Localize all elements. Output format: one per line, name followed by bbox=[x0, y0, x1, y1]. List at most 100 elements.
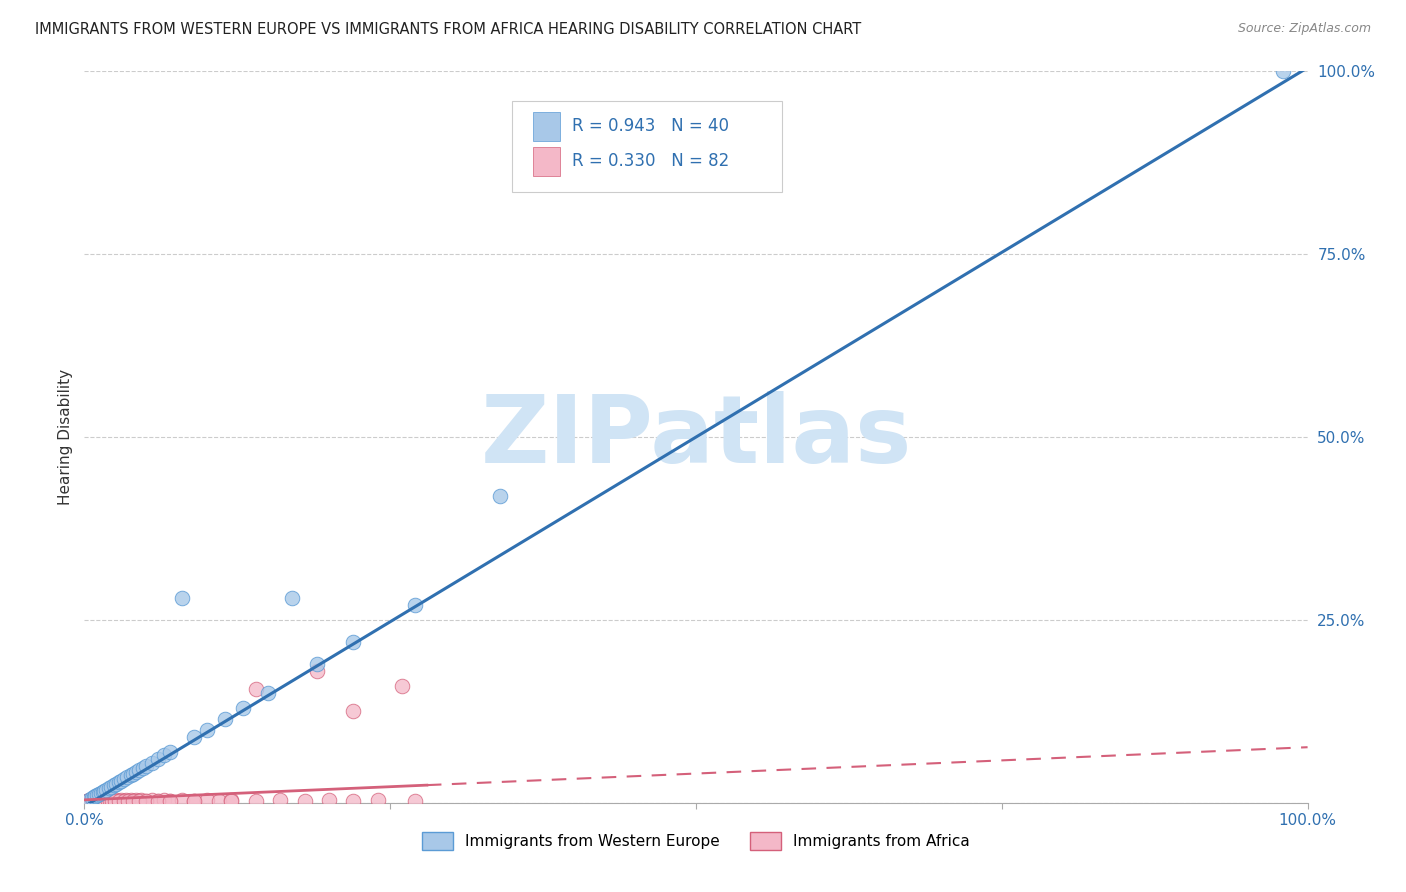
Point bbox=[89, 794, 111, 808]
Point bbox=[86, 794, 108, 808]
FancyBboxPatch shape bbox=[533, 146, 560, 176]
Point bbox=[159, 794, 181, 808]
Point bbox=[122, 794, 145, 808]
Point bbox=[245, 682, 267, 697]
Point bbox=[305, 664, 328, 678]
Point bbox=[107, 794, 129, 808]
Point bbox=[404, 599, 426, 613]
Point bbox=[97, 793, 120, 807]
Point bbox=[183, 730, 205, 744]
Point bbox=[232, 700, 254, 714]
Point bbox=[100, 780, 122, 794]
Point bbox=[115, 793, 138, 807]
Point bbox=[122, 794, 145, 808]
Point bbox=[146, 752, 169, 766]
Point bbox=[128, 763, 150, 777]
Point bbox=[112, 772, 135, 787]
Point bbox=[404, 794, 426, 808]
Point bbox=[89, 794, 111, 808]
Point bbox=[117, 794, 139, 808]
Point bbox=[1272, 64, 1295, 78]
Point bbox=[318, 793, 340, 807]
Point bbox=[94, 794, 117, 808]
Point bbox=[129, 793, 152, 807]
Point bbox=[195, 723, 218, 737]
Point bbox=[87, 794, 110, 808]
Legend: Immigrants from Western Europe, Immigrants from Africa: Immigrants from Western Europe, Immigran… bbox=[422, 832, 970, 850]
Point bbox=[103, 778, 125, 792]
Point bbox=[100, 793, 122, 807]
Point bbox=[294, 794, 316, 808]
Point bbox=[101, 794, 124, 808]
Point bbox=[125, 765, 148, 780]
Point bbox=[120, 793, 142, 807]
Point bbox=[172, 591, 194, 605]
Point bbox=[208, 794, 231, 808]
Point bbox=[489, 489, 512, 503]
Point bbox=[305, 657, 328, 671]
Point bbox=[83, 789, 105, 804]
Point bbox=[83, 794, 105, 808]
Point bbox=[87, 787, 110, 801]
Point bbox=[77, 793, 100, 807]
Point bbox=[153, 793, 176, 807]
Point bbox=[90, 793, 112, 807]
Point bbox=[110, 773, 132, 788]
Point bbox=[141, 793, 163, 807]
Point bbox=[159, 745, 181, 759]
Point bbox=[87, 793, 110, 807]
Point bbox=[135, 759, 157, 773]
Point bbox=[219, 793, 242, 807]
Point bbox=[257, 686, 280, 700]
Point bbox=[97, 794, 120, 808]
Point bbox=[110, 793, 132, 807]
Point bbox=[183, 794, 205, 808]
Point bbox=[98, 794, 121, 808]
Point bbox=[94, 794, 117, 808]
Point bbox=[90, 786, 112, 800]
Y-axis label: Hearing Disability: Hearing Disability bbox=[58, 369, 73, 505]
Point bbox=[84, 794, 107, 808]
Point bbox=[82, 794, 104, 808]
Text: R = 0.330   N = 82: R = 0.330 N = 82 bbox=[572, 153, 730, 170]
Point bbox=[281, 591, 304, 605]
Text: IMMIGRANTS FROM WESTERN EUROPE VS IMMIGRANTS FROM AFRICA HEARING DISABILITY CORR: IMMIGRANTS FROM WESTERN EUROPE VS IMMIGR… bbox=[35, 22, 862, 37]
Point bbox=[86, 793, 108, 807]
Point bbox=[84, 794, 107, 808]
Point bbox=[105, 777, 128, 791]
Point bbox=[127, 794, 149, 808]
Text: Source: ZipAtlas.com: Source: ZipAtlas.com bbox=[1237, 22, 1371, 36]
Point bbox=[87, 794, 110, 808]
Point bbox=[141, 756, 163, 770]
Point bbox=[183, 794, 205, 808]
Point bbox=[112, 794, 135, 808]
Point bbox=[135, 794, 157, 808]
Point bbox=[342, 635, 364, 649]
Point bbox=[245, 794, 267, 808]
Point bbox=[195, 793, 218, 807]
Point bbox=[80, 793, 103, 807]
Point bbox=[79, 794, 101, 808]
Point bbox=[135, 794, 157, 808]
Point bbox=[91, 794, 114, 808]
Point bbox=[172, 793, 194, 807]
Point bbox=[76, 794, 98, 808]
Point bbox=[79, 794, 101, 808]
Point bbox=[77, 794, 100, 808]
Point bbox=[77, 794, 100, 808]
Point bbox=[122, 766, 145, 780]
Point bbox=[77, 794, 100, 808]
Point bbox=[391, 679, 413, 693]
Point bbox=[93, 784, 115, 798]
Point bbox=[128, 794, 150, 808]
Point bbox=[96, 793, 118, 807]
Point bbox=[146, 794, 169, 808]
Point bbox=[87, 794, 110, 808]
Point bbox=[91, 785, 114, 799]
FancyBboxPatch shape bbox=[533, 112, 560, 141]
Point bbox=[112, 794, 135, 808]
Point bbox=[159, 794, 181, 808]
Point bbox=[367, 793, 389, 807]
Point bbox=[214, 712, 236, 726]
Point bbox=[84, 789, 107, 804]
